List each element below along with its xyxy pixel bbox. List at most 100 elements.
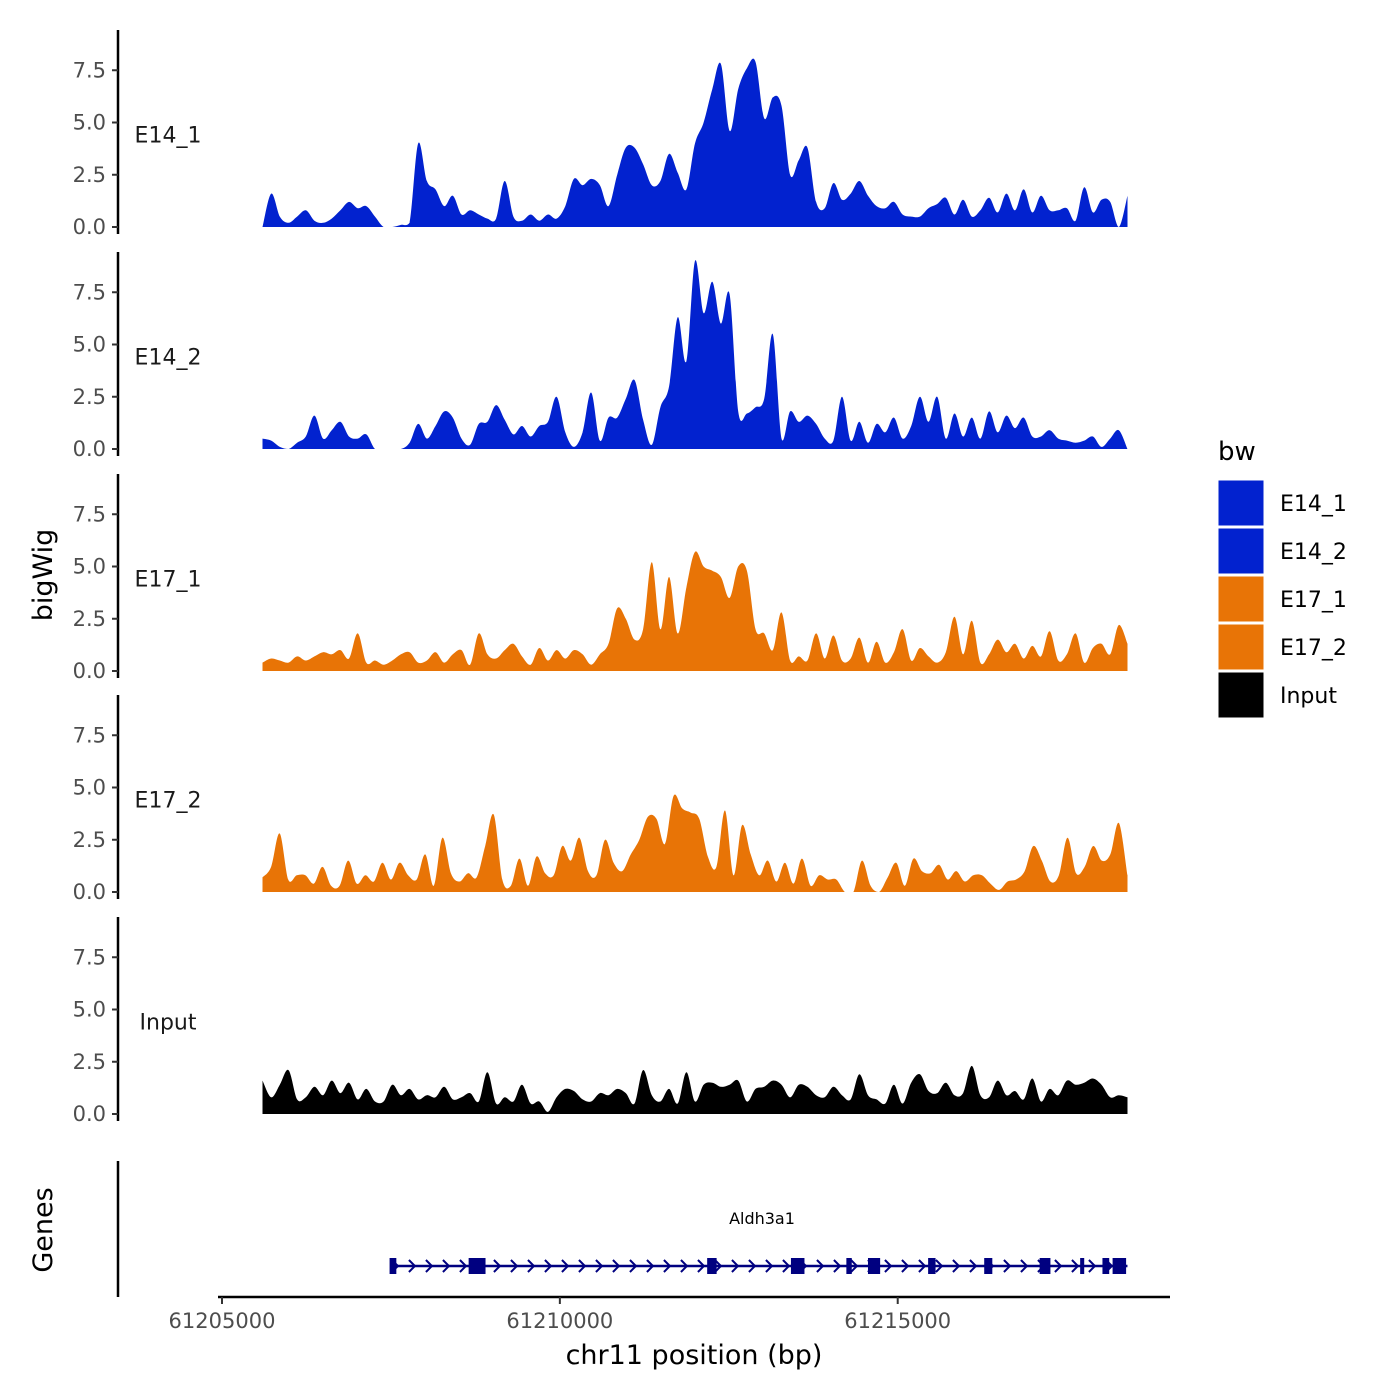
y-tick-label: 2.5 <box>73 607 106 631</box>
legend-key-E17_1 <box>1217 575 1265 623</box>
legend-key-E17_2 <box>1217 623 1265 671</box>
track-panel-E14_2: 0.0 2.5 5.0 7.5 E14_2 <box>73 252 1128 461</box>
y-tick-label: 7.5 <box>73 280 106 304</box>
strand-arrow-icon <box>459 1259 468 1273</box>
track-panel-E17_2: 0.0 2.5 5.0 7.5 E17_2 <box>73 695 1128 904</box>
x-tick-label: 61205000 <box>169 1309 276 1333</box>
strand-arrow-icon <box>510 1259 519 1273</box>
strand-arrow-icon <box>748 1259 757 1273</box>
strand-arrow-icon <box>408 1259 417 1273</box>
y-tick-label: 0.0 <box>73 880 106 904</box>
y-tick-label: 0.0 <box>73 437 106 461</box>
x-axis: 61205000 61210000 61215000 <box>169 1295 1170 1333</box>
y-tick-label: 5.0 <box>73 776 106 800</box>
strand-arrow-icon <box>1003 1259 1012 1273</box>
legend-label-Input: Input <box>1280 684 1337 709</box>
legend-label-E17_2: E17_2 <box>1280 636 1347 661</box>
strand-arrow-icon <box>442 1259 451 1273</box>
strand-arrow-icon <box>493 1259 502 1273</box>
area-series-E17_2 <box>262 794 1128 892</box>
gene-exon <box>846 1258 852 1274</box>
legend-label-E17_1: E17_1 <box>1280 588 1347 613</box>
y-tick-label: 2.5 <box>73 385 106 409</box>
track-panel-E14_1: 0.0 2.5 5.0 7.5 E14_1 <box>73 30 1128 239</box>
y-tick-label: 0.0 <box>73 1102 106 1126</box>
x-tick-label: 61215000 <box>844 1309 951 1333</box>
strand-arrow-icon <box>425 1259 434 1273</box>
area-series-E14_1 <box>262 58 1128 227</box>
y-tick-label: 7.5 <box>73 945 106 969</box>
track-label-E17_2: E17_2 <box>135 789 202 814</box>
x-tick-label: 61210000 <box>506 1309 613 1333</box>
gene-track-panel: Aldh3a1 <box>116 1161 1128 1297</box>
strand-arrow-icon <box>680 1259 689 1273</box>
legend-key-E14_2 <box>1217 527 1265 575</box>
strand-arrow-icon <box>561 1259 570 1273</box>
track-panel-E17_1: 0.0 2.5 5.0 7.5 E17_1 <box>73 474 1128 683</box>
strand-arrow-icon <box>663 1259 672 1273</box>
y-tick-label: 5.0 <box>73 111 106 135</box>
gene-exon <box>707 1258 717 1274</box>
area-series-Input <box>262 1065 1128 1114</box>
strand-arrow-icon <box>731 1259 740 1273</box>
strand-arrow-icon <box>578 1259 587 1273</box>
strand-arrow-icon <box>629 1259 638 1273</box>
strand-arrow-icon <box>935 1259 944 1273</box>
legend-title: bw <box>1218 437 1256 467</box>
strand-arrow-icon <box>1071 1259 1080 1273</box>
y-tick-label: 0.0 <box>73 215 106 239</box>
strand-arrow-icon <box>1088 1259 1097 1273</box>
legend-key-E14_1 <box>1217 479 1265 527</box>
y-tick-label: 7.5 <box>73 723 106 747</box>
y-tick-label: 7.5 <box>73 502 106 526</box>
y-tick-label: 2.5 <box>73 163 106 187</box>
y-tick-label: 0.0 <box>73 659 106 683</box>
strand-arrow-icon <box>714 1259 723 1273</box>
y-tick-label: 2.5 <box>73 828 106 852</box>
genes-axis-title: Genes <box>28 1187 59 1272</box>
strand-arrow-icon <box>816 1259 825 1273</box>
strand-arrow-icon <box>1054 1259 1063 1273</box>
gene-label: Aldh3a1 <box>729 1209 795 1228</box>
strand-arrow-icon <box>1020 1259 1029 1273</box>
strand-arrow-icon <box>782 1259 791 1273</box>
track-panel-Input: 0.0 2.5 5.0 7.5 Input <box>73 917 1128 1126</box>
legend-key-Input <box>1217 671 1265 719</box>
strand-arrow-icon <box>612 1259 621 1273</box>
x-axis-title: chr11 position (bp) <box>566 1340 823 1371</box>
gene-exon <box>468 1258 486 1274</box>
strand-arrow-icon <box>884 1259 893 1273</box>
gene-exon <box>1112 1258 1127 1274</box>
track-label-Input: Input <box>140 1011 197 1036</box>
legend-label-E14_1: E14_1 <box>1280 492 1347 517</box>
y-axis-title: bigWig <box>28 529 59 622</box>
strand-arrow-icon <box>969 1259 978 1273</box>
y-tick-label: 5.0 <box>73 333 106 357</box>
strand-arrow-icon <box>595 1259 604 1273</box>
strand-arrow-icon <box>918 1259 927 1273</box>
strand-arrow-icon <box>544 1259 553 1273</box>
area-series-E17_1 <box>262 551 1128 671</box>
gene-exon <box>389 1258 397 1274</box>
gene-exon <box>790 1258 805 1274</box>
strand-arrow-icon <box>646 1259 655 1273</box>
y-tick-label: 5.0 <box>73 998 106 1022</box>
strand-arrow-icon <box>697 1259 706 1273</box>
gene-exon <box>1080 1258 1085 1274</box>
y-tick-label: 2.5 <box>73 1050 106 1074</box>
gene-exon <box>867 1258 881 1274</box>
y-tick-label: 7.5 <box>73 58 106 82</box>
area-series-E14_2 <box>262 260 1128 449</box>
strand-arrow-icon <box>952 1259 961 1273</box>
gene-exon <box>1039 1258 1051 1274</box>
strand-arrow-icon <box>850 1259 859 1273</box>
strand-arrow-icon <box>901 1259 910 1273</box>
track-panels: 0.0 2.5 5.0 7.5 E14_1 0.0 2.5 5.0 7.5 E14_2 0.0 2.5… <box>73 30 1128 1126</box>
track-label-E14_1: E14_1 <box>135 124 202 149</box>
strand-arrow-icon <box>765 1259 774 1273</box>
track-label-E17_1: E17_1 <box>135 568 202 593</box>
strand-arrow-icon <box>833 1259 842 1273</box>
track-label-E14_2: E14_2 <box>135 346 202 371</box>
legend-label-E14_2: E14_2 <box>1280 540 1347 565</box>
